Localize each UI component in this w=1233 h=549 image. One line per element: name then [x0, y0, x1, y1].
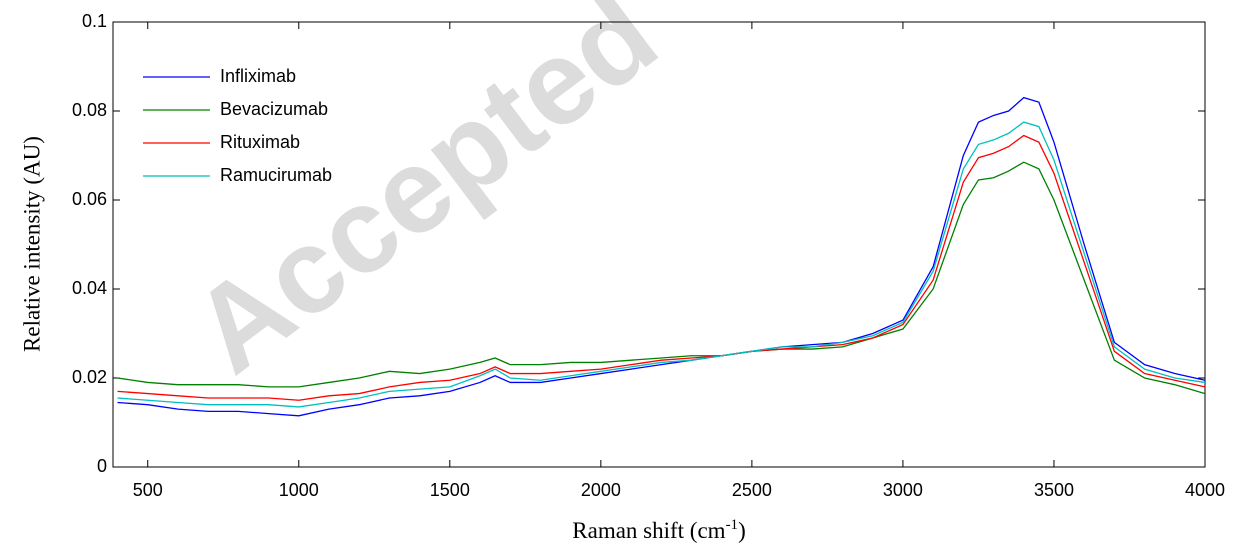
x-tick-label: 2500: [732, 480, 772, 500]
y-tick-label: 0.02: [72, 367, 107, 387]
y-tick-label: 0: [97, 456, 107, 476]
x-tick-label: 3500: [1034, 480, 1074, 500]
x-tick-label: 500: [133, 480, 163, 500]
x-tick-label: 3000: [883, 480, 923, 500]
y-tick-label: 0.04: [72, 278, 107, 298]
plot-frame: [112, 21, 1206, 468]
legend-label: Bevacizumab: [220, 99, 328, 119]
watermark: Accepted: [168, 0, 680, 399]
y-axis-label: Relative intensity (AU): [19, 136, 44, 352]
legend-label: Ramucirumab: [220, 165, 332, 185]
y-tick-label: 0.06: [72, 189, 107, 209]
x-tick-label: 1500: [430, 480, 470, 500]
series-line: [117, 134, 1206, 401]
x-label-text: Raman shift (cm: [572, 518, 725, 543]
legend-label: Infliximab: [220, 66, 296, 86]
series-line: [117, 161, 1206, 395]
x-tick-label: 1000: [279, 480, 319, 500]
y-tick-label: 0.08: [72, 100, 107, 120]
y-tick-label: 0.1: [82, 11, 107, 31]
x-label-close: ): [738, 518, 746, 543]
legend-label: Rituximab: [220, 132, 300, 152]
x-tick-label: 4000: [1185, 480, 1225, 500]
x-axis-label: Raman shift (cm-1): [572, 517, 745, 543]
x-label-sup: -1: [726, 517, 739, 533]
series-line: [117, 121, 1206, 408]
x-tick-label: 2000: [581, 480, 621, 500]
